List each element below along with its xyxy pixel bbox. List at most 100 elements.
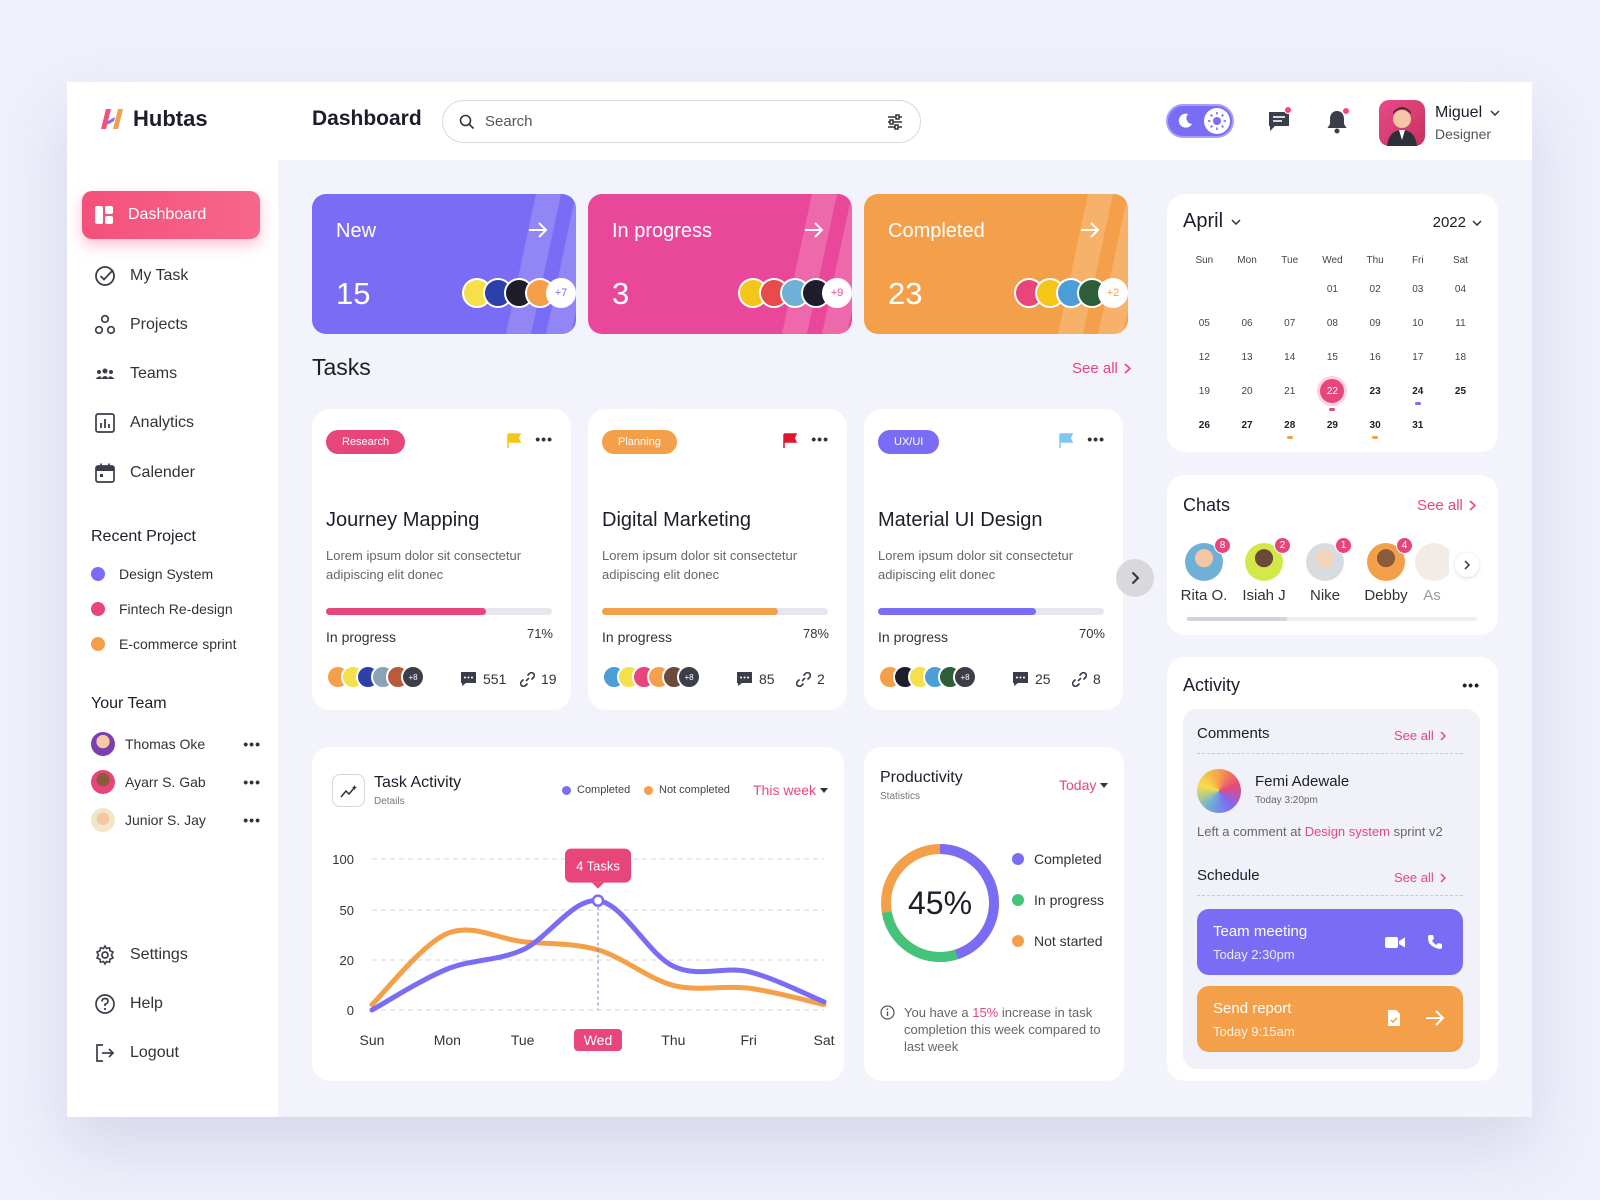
chat-user-rita[interactable]: 8 Rita O. [1177, 537, 1231, 604]
day-cell[interactable]: 07 [1284, 317, 1296, 329]
day-cell[interactable]: 11 [1455, 317, 1466, 329]
day-cell[interactable]: 04 [1454, 283, 1467, 295]
day-cell[interactable]: 08 [1326, 317, 1338, 329]
more-icon[interactable]: ••• [535, 431, 553, 447]
day-cell[interactable]: 09 [1369, 317, 1381, 329]
day-cell[interactable]: 02 [1369, 283, 1381, 295]
link-count[interactable]: 19 [520, 671, 557, 687]
nav-dashboard[interactable]: Dashboard [82, 191, 260, 239]
month-dropdown[interactable]: April [1183, 210, 1241, 233]
nav-logout[interactable]: Logout [82, 1029, 260, 1077]
flag-icon[interactable] [1059, 433, 1073, 449]
phone-icon[interactable] [1427, 934, 1443, 950]
day-cell[interactable]: 15 [1326, 351, 1338, 363]
day-cell[interactable]: 13 [1241, 351, 1253, 363]
more-icon[interactable]: ••• [811, 431, 829, 447]
more-icon[interactable]: ••• [1087, 431, 1105, 447]
highlight-point[interactable] [591, 894, 605, 907]
day-cell[interactable]: 03 [1412, 283, 1424, 295]
chats-scrollbar[interactable] [1187, 617, 1477, 621]
search-input[interactable] [485, 113, 876, 130]
year-dropdown[interactable]: 2022 [1433, 214, 1482, 231]
team-member-ayarr[interactable]: Ayarr S. Gab ••• [91, 770, 261, 794]
schedule-team-meeting[interactable]: Team meeting Today 2:30pm [1197, 909, 1463, 975]
schedule-see-all-link[interactable]: See all [1394, 870, 1446, 885]
nav-my-task[interactable]: My Task [82, 252, 260, 300]
day-cell[interactable]: 26 [1198, 419, 1210, 431]
day-cell[interactable]: 29 [1326, 419, 1338, 431]
notifications-button[interactable] [1324, 107, 1352, 136]
day-cell[interactable]: 05 [1198, 317, 1210, 329]
day-cell[interactable]: 23 [1369, 385, 1381, 397]
task-card-journey-mapping[interactable]: Research ••• Journey Mapping Lorem ipsum… [312, 409, 571, 710]
day-cell[interactable]: 14 [1284, 351, 1296, 363]
more-icon[interactable]: ••• [1462, 677, 1480, 693]
profile-menu[interactable]: Miguel Designer [1379, 100, 1500, 146]
comment-count[interactable]: 25 [1012, 671, 1051, 687]
tasks-next-button[interactable] [1116, 559, 1154, 597]
day-cell[interactable]: 10 [1412, 317, 1424, 329]
filter-icon[interactable] [886, 113, 904, 131]
arrow-right-icon[interactable] [1425, 1010, 1445, 1026]
more-icon[interactable]: ••• [243, 812, 261, 828]
more-icon[interactable]: ••• [243, 774, 261, 790]
scroll-thumb[interactable] [1187, 617, 1287, 621]
day-cell[interactable]: 16 [1369, 351, 1381, 363]
theme-toggle[interactable] [1166, 104, 1234, 138]
status-card-completed[interactable]: Completed 23 +2 [864, 194, 1128, 334]
arrow-right-icon[interactable] [1080, 222, 1100, 238]
chats-next-button[interactable] [1455, 553, 1479, 577]
chat-user-nike[interactable]: 1 Nike [1298, 537, 1352, 604]
chat-user-isiah[interactable]: 2 Isiah J [1237, 537, 1291, 604]
team-member-thomas[interactable]: Thomas Oke ••• [91, 732, 261, 756]
task-card-digital-marketing[interactable]: Planning ••• Digital Marketing Lorem ips… [588, 409, 847, 710]
team-member-junior[interactable]: Junior S. Jay ••• [91, 808, 261, 832]
day-cell[interactable]: 27 [1241, 419, 1253, 431]
day-cell[interactable]: 30 [1354, 420, 1397, 439]
status-card-new[interactable]: New 15 +7 [312, 194, 576, 334]
day-cell[interactable]: 25 [1454, 385, 1467, 397]
day-cell[interactable]: 20 [1241, 385, 1253, 397]
logo[interactable]: Hubtas [99, 106, 208, 132]
nav-analytics[interactable]: Analytics [82, 399, 260, 447]
schedule-send-report[interactable]: Send report Today 9:15am [1197, 986, 1463, 1052]
flag-icon[interactable] [783, 433, 797, 449]
day-cell[interactable]: 01 [1326, 283, 1338, 295]
arrow-right-icon[interactable] [528, 222, 548, 238]
chat-user-debby[interactable]: 4 Debby [1359, 537, 1413, 604]
nav-teams[interactable]: Teams [82, 350, 260, 398]
productivity-period-dropdown[interactable]: Today [1059, 777, 1109, 793]
comment-count[interactable]: 551 [460, 671, 506, 687]
period-dropdown[interactable]: This week [753, 782, 829, 798]
flag-icon[interactable] [507, 433, 521, 449]
comments-see-all-link[interactable]: See all [1394, 728, 1446, 743]
nav-projects[interactable]: Projects [82, 301, 260, 349]
status-card-in-progress[interactable]: In progress 3 +9 [588, 194, 852, 334]
day-cell[interactable]: 18 [1454, 351, 1467, 363]
project-fintech-redesign[interactable]: Fintech Re-design [91, 601, 233, 617]
project-ecommerce-sprint[interactable]: E-commerce sprint [91, 636, 236, 652]
day-cell[interactable]: 17 [1412, 351, 1424, 363]
tasks-see-all-link[interactable]: See all [1072, 360, 1131, 377]
day-cell-selected[interactable]: 22 [1311, 379, 1354, 411]
chat-user-as[interactable]: As [1415, 543, 1449, 604]
nav-settings[interactable]: Settings [82, 931, 260, 979]
day-cell[interactable]: 19 [1198, 385, 1210, 397]
link-count[interactable]: 8 [1072, 671, 1101, 687]
document-icon[interactable] [1387, 1009, 1401, 1027]
day-cell[interactable]: 28 [1268, 420, 1311, 439]
arrow-right-icon[interactable] [804, 222, 824, 238]
task-card-material-ui-design[interactable]: UX/UI ••• Material UI Design Lorem ipsum… [864, 409, 1123, 710]
day-cell[interactable]: 21 [1284, 385, 1296, 397]
day-cell[interactable]: 31 [1412, 419, 1424, 431]
search-bar[interactable] [442, 100, 921, 143]
video-icon[interactable] [1385, 936, 1405, 949]
day-cell[interactable]: 12 [1198, 351, 1210, 363]
link-count[interactable]: 2 [796, 671, 825, 687]
nav-help[interactable]: Help [82, 980, 260, 1028]
more-icon[interactable]: ••• [243, 736, 261, 752]
chats-see-all-link[interactable]: See all [1417, 497, 1476, 514]
comment-count[interactable]: 85 [736, 671, 775, 687]
day-cell[interactable]: 24 [1396, 386, 1439, 405]
project-design-system[interactable]: Design System [91, 566, 213, 582]
